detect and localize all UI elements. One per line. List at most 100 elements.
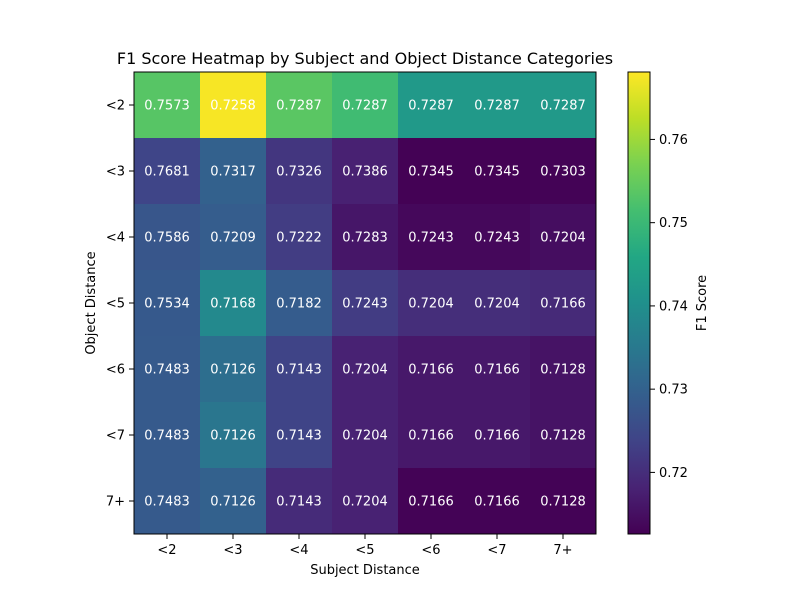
heatmap-cell xyxy=(530,270,597,337)
y-tick-label: <2 xyxy=(106,99,125,114)
heatmap-cell xyxy=(332,468,399,535)
y-tick-label: <6 xyxy=(106,363,125,378)
heatmap-cell xyxy=(464,336,531,403)
x-tick-label: 7+ xyxy=(553,543,572,558)
colorbar xyxy=(627,71,651,535)
cell-value-label: 0.7287 xyxy=(342,99,388,114)
cell-value-label: 0.7287 xyxy=(408,99,454,114)
cell-value-label: 0.7243 xyxy=(474,231,520,246)
heatmap-cells xyxy=(134,72,597,535)
cell-value-label: 0.7681 xyxy=(144,165,190,180)
cell-value-label: 0.7166 xyxy=(474,363,520,378)
cell-value-label: 0.7204 xyxy=(408,297,454,312)
heatmap-cell xyxy=(530,468,597,535)
cell-value-label: 0.7166 xyxy=(408,429,454,444)
heatmap-cell xyxy=(398,468,465,535)
heatmap-cell xyxy=(266,204,333,271)
cell-value-label: 0.7166 xyxy=(408,495,454,510)
heatmap-cell xyxy=(332,270,399,337)
cell-value-label: 0.7386 xyxy=(342,165,388,180)
cell-value-label: 0.7287 xyxy=(474,99,520,114)
colorbar-tick-label: 0.75 xyxy=(659,216,688,231)
cell-value-label: 0.7182 xyxy=(276,297,322,312)
heatmap-cell xyxy=(530,402,597,469)
heatmap-cell xyxy=(266,468,333,535)
cell-value-label: 0.7287 xyxy=(540,99,586,114)
heatmap-cell xyxy=(530,72,597,139)
cell-value-label: 0.7166 xyxy=(408,363,454,378)
cell-value-label: 0.7483 xyxy=(144,429,190,444)
cell-value-label: 0.7345 xyxy=(474,165,520,180)
heatmap-cell xyxy=(200,336,267,403)
heatmap-cell xyxy=(530,138,597,205)
cell-value-label: 0.7126 xyxy=(210,429,256,444)
heatmap-cell xyxy=(332,336,399,403)
heatmap-cell xyxy=(398,138,465,205)
heatmap-cell xyxy=(266,72,333,139)
cell-value-label: 0.7126 xyxy=(210,495,256,510)
heatmap-cell-labels: 0.7573 0.7258 0.7287 0.7287 0.7287 0.7287 0.72… xyxy=(144,99,586,510)
colorbar-tick-label: 0.74 xyxy=(659,299,688,314)
cell-value-label: 0.7534 xyxy=(144,297,190,312)
heatmap-cell xyxy=(464,270,531,337)
heatmap-cell xyxy=(134,138,201,205)
x-tick-label: <4 xyxy=(289,543,308,558)
cell-value-label: 0.7209 xyxy=(210,231,256,246)
x-tick-label: <7 xyxy=(487,543,506,558)
heatmap-cell xyxy=(464,72,531,139)
y-tick-label: <5 xyxy=(106,297,125,312)
cell-value-label: 0.7204 xyxy=(474,297,520,312)
heatmap-cell xyxy=(398,336,465,403)
chart-title: F1 Score Heatmap by Subject and Object D… xyxy=(117,49,613,68)
cell-value-label: 0.7128 xyxy=(540,363,586,378)
heatmap-cell xyxy=(200,402,267,469)
heatmap-cell xyxy=(134,204,201,271)
heatmap-cell xyxy=(200,468,267,535)
heatmap-cell xyxy=(398,204,465,271)
cell-value-label: 0.7204 xyxy=(342,429,388,444)
cell-value-label: 0.7483 xyxy=(144,495,190,510)
cell-value-label: 0.7573 xyxy=(144,99,190,114)
cell-value-label: 0.7204 xyxy=(342,363,388,378)
heatmap-cell xyxy=(200,72,267,139)
cell-value-label: 0.7586 xyxy=(144,231,190,246)
cell-value-label: 0.7166 xyxy=(474,495,520,510)
colorbar-tick-label: 0.76 xyxy=(659,133,688,148)
cell-value-label: 0.7303 xyxy=(540,165,586,180)
cell-value-label: 0.7287 xyxy=(276,99,322,114)
x-tick-label: <2 xyxy=(157,543,176,558)
colorbar-label: F1 Score xyxy=(695,275,710,331)
cell-value-label: 0.7143 xyxy=(276,363,322,378)
y-tick-label: <3 xyxy=(106,165,125,180)
cell-value-label: 0.7126 xyxy=(210,363,256,378)
y-axis-label: Object Distance xyxy=(84,251,99,354)
cell-value-label: 0.7222 xyxy=(276,231,322,246)
heatmap-cell xyxy=(398,270,465,337)
cell-value-label: 0.7204 xyxy=(342,495,388,510)
heatmap-cell xyxy=(332,72,399,139)
heatmap-cell xyxy=(266,402,333,469)
heatmap-cell xyxy=(398,72,465,139)
heatmap-cell xyxy=(530,204,597,271)
heatmap-cell xyxy=(200,204,267,271)
heatmap-cell xyxy=(398,402,465,469)
cell-value-label: 0.7283 xyxy=(342,231,388,246)
colorbar-tick-label: 0.73 xyxy=(659,383,688,398)
y-axis: <2 <3 <4 <5 <6 <7 7+ xyxy=(106,99,134,510)
x-axis: <2 <3 <4 <5 <6 <7 7+ xyxy=(157,534,573,558)
heatmap-cell xyxy=(134,270,201,337)
heatmap-cell xyxy=(134,402,201,469)
heatmap-cell xyxy=(464,138,531,205)
heatmap-cell xyxy=(200,270,267,337)
cell-value-label: 0.7326 xyxy=(276,165,322,180)
heatmap-cell xyxy=(464,204,531,271)
cell-value-label: 0.7258 xyxy=(210,99,256,114)
heatmap-cell xyxy=(134,336,201,403)
cell-value-label: 0.7483 xyxy=(144,363,190,378)
heatmap-cell xyxy=(464,402,531,469)
cell-value-label: 0.7166 xyxy=(474,429,520,444)
x-tick-label: <5 xyxy=(355,543,374,558)
cell-value-label: 0.7345 xyxy=(408,165,454,180)
cell-value-label: 0.7128 xyxy=(540,429,586,444)
